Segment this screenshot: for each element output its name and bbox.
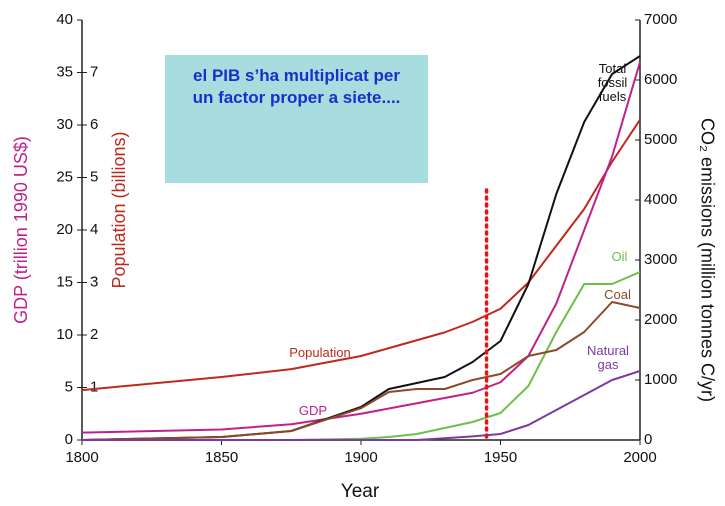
y2-tick-label: 2000 bbox=[644, 311, 677, 328]
x-axis-title: Year bbox=[341, 481, 380, 502]
y2-axis-title: CO₂ emissions (million tonnes C/yr) bbox=[697, 118, 717, 402]
y2-tick-label: 5000 bbox=[644, 131, 677, 148]
y-tick-label: 10 bbox=[56, 326, 73, 343]
series-label: GDP bbox=[298, 403, 328, 418]
y-tick-label: 30 bbox=[56, 116, 73, 133]
series-line bbox=[82, 370, 641, 441]
y-tick-label: 25 bbox=[56, 168, 73, 185]
x-tick-label: 1950 bbox=[484, 449, 517, 466]
pop-tick-label: 4 bbox=[90, 221, 98, 238]
series-label: Natural gas bbox=[587, 343, 629, 372]
x-tick-label: 1900 bbox=[344, 449, 377, 466]
series-line bbox=[81, 301, 641, 441]
y-tick-label: 0 bbox=[65, 431, 73, 448]
y2-tick-label: 6000 bbox=[644, 71, 677, 88]
series-label: Oil bbox=[611, 249, 628, 264]
y2-tick-label: 3000 bbox=[644, 251, 677, 268]
series-label: Population bbox=[289, 345, 351, 360]
pop-tick-label: 5 bbox=[90, 168, 98, 185]
y-tick-label: 20 bbox=[56, 221, 73, 238]
pop-tick-label: 1 bbox=[90, 378, 98, 395]
x-tick-label: 1850 bbox=[205, 449, 238, 466]
series-line bbox=[81, 119, 641, 392]
pop-tick-label: 3 bbox=[90, 273, 98, 290]
y2-tick-label: 1000 bbox=[644, 371, 677, 388]
y-tick-label: 15 bbox=[56, 273, 73, 290]
series-label: Coal bbox=[604, 287, 631, 302]
y2-tick-label: 4000 bbox=[644, 191, 677, 208]
y2-tick-label: 0 bbox=[644, 431, 652, 448]
series-label: Total fossil fuels bbox=[597, 61, 628, 104]
series-line bbox=[81, 61, 641, 434]
x-tick-label: 2000 bbox=[623, 449, 656, 466]
pop-tick-label: 7 bbox=[90, 63, 98, 80]
y2-tick-label: 7000 bbox=[644, 11, 677, 28]
y-tick-label: 5 bbox=[65, 378, 73, 395]
pop-axis-title: Population (billions) bbox=[109, 131, 129, 288]
y-tick-label: 40 bbox=[56, 11, 73, 28]
y-axis-title: GDP (trillion 1990 US$) bbox=[11, 136, 31, 324]
x-tick-label: 1800 bbox=[65, 449, 98, 466]
y-tick-label: 35 bbox=[56, 63, 73, 80]
annotation: el PIB s’ha multiplicat per un factor pr… bbox=[165, 55, 428, 183]
pop-tick-label: 6 bbox=[90, 116, 98, 133]
pop-tick-label: 2 bbox=[90, 326, 98, 343]
